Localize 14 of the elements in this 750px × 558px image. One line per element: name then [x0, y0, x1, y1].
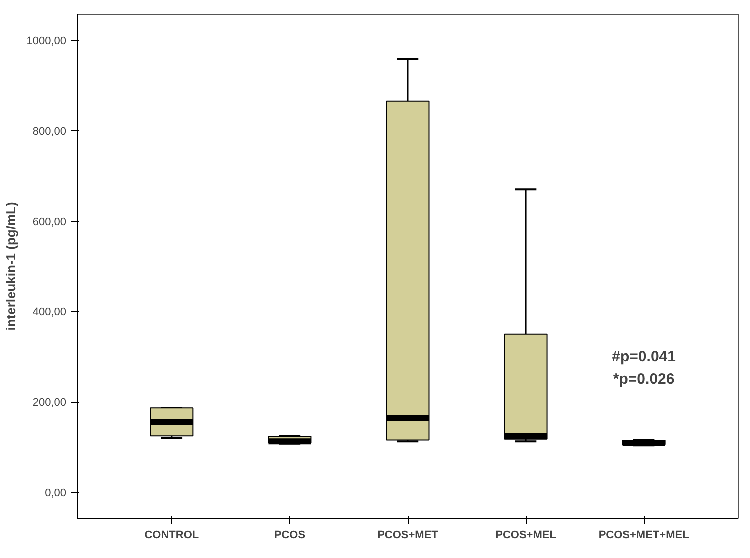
x-tick-label: PCOS+MET+MEL	[598, 530, 690, 542]
y-axis-title: interleukin-1 (pg/mL)	[4, 202, 19, 331]
annotation: #p=0.041	[612, 348, 676, 366]
y-tick-label: 1000,00	[26, 35, 67, 48]
x-tick-label: PCOS+MET	[378, 530, 439, 542]
x-tick-label: CONTROL	[144, 530, 200, 542]
y-tick-label: 400,00	[32, 306, 67, 319]
y-tick-label: 600,00	[32, 216, 67, 228]
x-tick-label: PCOS	[274, 530, 306, 542]
annotation: *p=0.026	[613, 371, 675, 388]
y-tick-label: 200,00	[32, 397, 67, 410]
y-tick-label: 800,00	[32, 126, 67, 138]
x-tick-label: PCOS+MEL	[496, 530, 557, 542]
y-tick-label: 0,00	[45, 488, 67, 500]
